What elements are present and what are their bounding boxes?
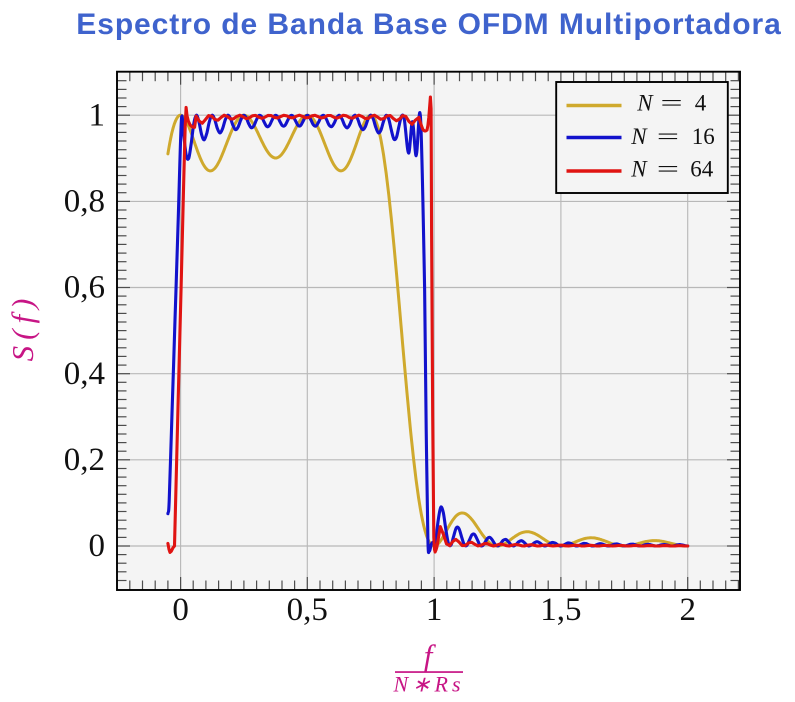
svg-text:4: 4 bbox=[695, 91, 707, 116]
svg-text:0,2: 0,2 bbox=[64, 442, 105, 478]
svg-text:2: 2 bbox=[679, 592, 696, 628]
svg-text:=: = bbox=[657, 156, 679, 182]
svg-text:1: 1 bbox=[426, 592, 443, 628]
svg-text:=: = bbox=[660, 90, 682, 116]
svg-text:64: 64 bbox=[690, 156, 714, 181]
svg-text:0,4: 0,4 bbox=[64, 356, 105, 392]
svg-text:1,5: 1,5 bbox=[540, 592, 581, 628]
svg-text:S(f): S(f) bbox=[5, 293, 40, 362]
svg-text:0: 0 bbox=[172, 592, 189, 628]
svg-text:N: N bbox=[636, 91, 654, 116]
svg-text:0: 0 bbox=[89, 528, 106, 564]
svg-text:N: N bbox=[630, 156, 648, 181]
svg-text:Espectro de Banda Base OFDM Mu: Espectro de Banda Base OFDM Multiportado… bbox=[76, 8, 781, 41]
svg-text:=: = bbox=[657, 123, 679, 149]
svg-text:N: N bbox=[630, 124, 648, 149]
svg-text:1: 1 bbox=[89, 97, 106, 133]
svg-text:0,6: 0,6 bbox=[64, 270, 105, 306]
svg-text:0,5: 0,5 bbox=[287, 592, 328, 628]
svg-text:16: 16 bbox=[692, 124, 715, 149]
svg-text:N∗Rs: N∗Rs bbox=[392, 672, 464, 697]
svg-text:0,8: 0,8 bbox=[64, 184, 105, 220]
